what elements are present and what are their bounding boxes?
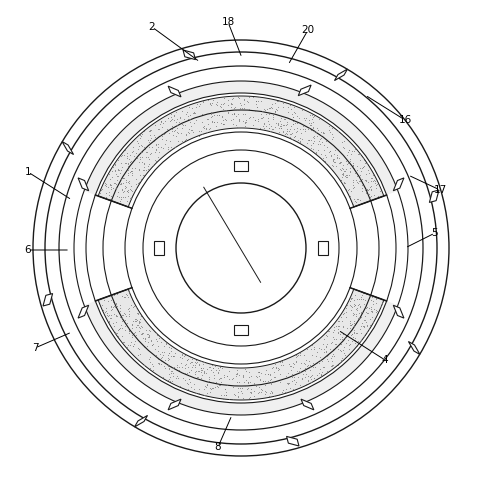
Polygon shape [429, 190, 439, 202]
Polygon shape [78, 305, 89, 318]
Polygon shape [234, 161, 248, 171]
Text: 5: 5 [432, 228, 438, 238]
Polygon shape [168, 399, 181, 410]
Text: 1: 1 [25, 167, 31, 177]
Polygon shape [234, 325, 248, 335]
Polygon shape [335, 69, 347, 81]
Polygon shape [154, 241, 164, 255]
Polygon shape [409, 341, 420, 355]
Text: 7: 7 [32, 343, 38, 353]
Text: 8: 8 [214, 442, 221, 452]
Polygon shape [298, 85, 311, 96]
Polygon shape [393, 305, 404, 318]
Polygon shape [183, 50, 196, 59]
Text: 2: 2 [149, 22, 156, 32]
Polygon shape [43, 294, 53, 306]
Polygon shape [62, 141, 73, 155]
Polygon shape [84, 301, 398, 415]
Polygon shape [84, 81, 398, 195]
Polygon shape [286, 436, 299, 446]
Text: 17: 17 [433, 185, 447, 195]
Polygon shape [98, 289, 384, 400]
Polygon shape [393, 178, 404, 191]
Polygon shape [134, 415, 147, 427]
Text: 6: 6 [25, 245, 31, 255]
Text: 18: 18 [221, 17, 235, 27]
Text: 20: 20 [301, 25, 314, 35]
Polygon shape [301, 399, 314, 410]
Polygon shape [318, 241, 328, 255]
Polygon shape [98, 96, 384, 207]
Polygon shape [78, 178, 89, 191]
Text: 4: 4 [382, 355, 388, 365]
Text: 16: 16 [398, 115, 412, 125]
Polygon shape [168, 86, 181, 97]
